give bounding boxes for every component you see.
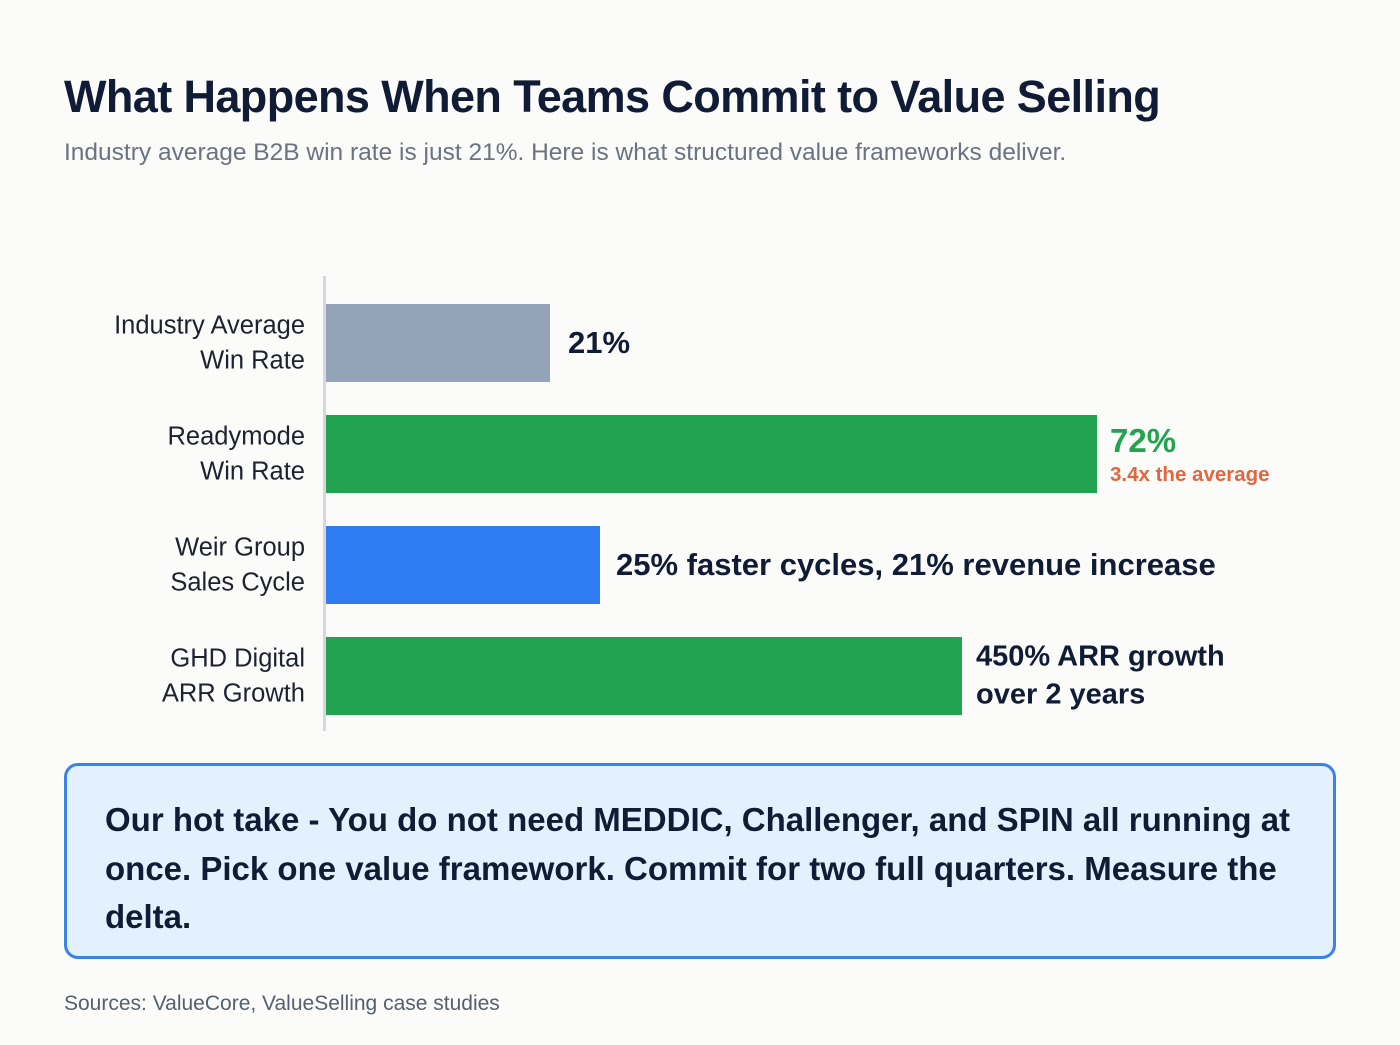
bar-value-label: 72% (1110, 421, 1177, 459)
bar-category-label: Readymode Win Rate (15, 419, 306, 488)
page-subtitle: Industry average B2B win rate is just 21… (64, 139, 1067, 167)
bar-category-label-line1: Readymode (167, 422, 306, 451)
bar-category-label-line2: Win Rate (200, 457, 305, 485)
chart-row: Readymode Win Rate 72% 3.4x the average (0, 415, 1400, 493)
bar-category-label-line1: Weir Group (175, 533, 305, 562)
bar-ghd-digital-arr-growth[interactable] (326, 637, 962, 715)
bar-industry-average[interactable] (326, 304, 550, 382)
bar-value-label: 450% ARR growth (976, 640, 1225, 673)
bar-category-label-line1: GHD Digital (170, 644, 305, 673)
bar-readymode-win-rate[interactable] (326, 415, 1097, 493)
chart-row: Industry Average Win Rate 21% (0, 304, 1400, 382)
bar-annotation: 72% 3.4x the average (1110, 421, 1270, 487)
header: What Happens When Teams Commit to Value … (64, 71, 1354, 169)
sources-footer: Sources: ValueCore, ValueSelling case st… (64, 992, 500, 1015)
bar-category-label: Industry Average Win Rate (15, 308, 305, 377)
bar-category-label-line2: Sales Cycle (170, 568, 305, 596)
bar-category-label: Weir Group Sales Cycle (15, 530, 305, 599)
bar-annotation: 450% ARR growth over 2 years (976, 638, 1225, 713)
bar-category-label: GHD Digital ARR Growth (15, 641, 305, 710)
chart-row: Weir Group Sales Cycle 25% faster cycles… (0, 526, 1400, 604)
bar-chart: Industry Average Win Rate 21% Readymode … (0, 276, 1400, 736)
chart-row: GHD Digital ARR Growth 450% ARR growth o… (0, 637, 1400, 715)
bar-category-label-line2: Win Rate (200, 346, 305, 374)
bar-category-label-line2: ARR Growth (161, 679, 305, 707)
bar-annotation: 25% faster cycles, 21% revenue increase (616, 546, 1216, 584)
chart-axis-line (323, 276, 326, 731)
page-title: What Happens When Teams Commit to Value … (64, 71, 1161, 122)
bar-value-label: 25% faster cycles, 21% revenue increase (616, 547, 1216, 583)
bar-value-label: 21% (568, 325, 631, 361)
hot-take-callout: Our hot take - You do not need MEDDIC, C… (64, 763, 1336, 959)
bar-multiplier-label: 3.4x the average (1110, 463, 1270, 487)
hot-take-text: Our hot take - You do not need MEDDIC, C… (105, 801, 1291, 935)
bar-category-label-line1: Industry Average (114, 311, 305, 340)
bar-annotation: 21% (568, 324, 630, 362)
bar-value-label-line2: over 2 years (976, 678, 1146, 710)
bar-weir-group-sales-cycle[interactable] (326, 526, 600, 604)
